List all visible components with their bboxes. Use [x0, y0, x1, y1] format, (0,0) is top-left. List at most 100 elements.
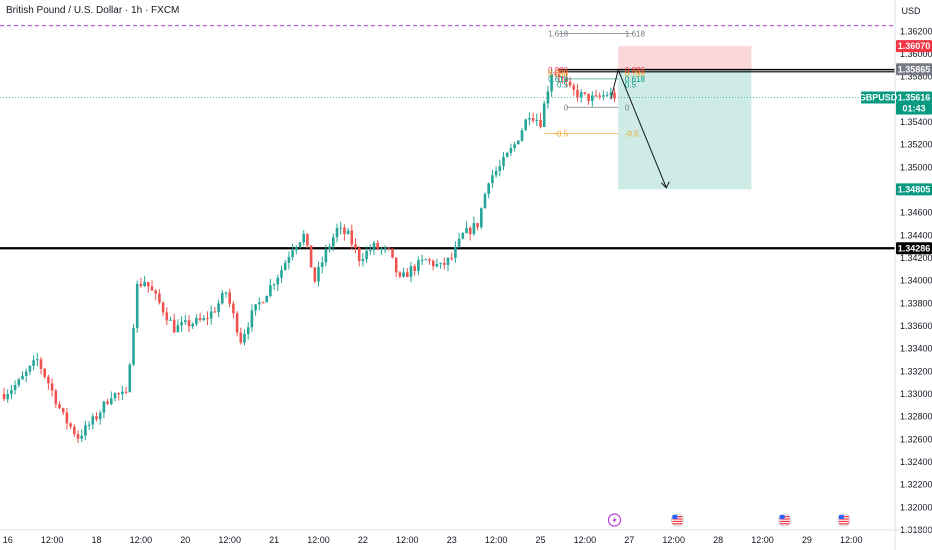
candle-body	[54, 390, 58, 405]
candle-body	[217, 303, 220, 313]
candle-body	[169, 319, 172, 321]
fib-label-left: 0.5	[557, 81, 569, 90]
candle-body	[391, 248, 394, 258]
price-axis[interactable]: 1.362001.360001.358001.356001.354001.352…	[859, 0, 932, 550]
candle-body	[176, 325, 180, 333]
time-axis[interactable]: 16 12:00 18 12:00 20 12:00 21 12:00 22 12:00 23 12:…	[0, 529, 932, 545]
candle-body	[557, 74, 561, 77]
candle-body	[502, 156, 505, 167]
candle-body	[476, 223, 479, 228]
position-zones[interactable]	[618, 46, 752, 190]
candle-body	[317, 266, 320, 282]
candle-body	[39, 359, 43, 369]
flag-stripe	[838, 523, 849, 525]
candle-body	[87, 424, 91, 426]
price-tick-label: 1.32600	[900, 434, 932, 444]
flag-canton	[672, 515, 678, 519]
candle-body	[394, 257, 398, 273]
candle-body	[498, 166, 502, 172]
price-tag[interactable]	[896, 91, 932, 104]
time-tick-label: 12:00	[307, 535, 330, 545]
price-tick-label: 1.35800	[900, 72, 932, 82]
price-tick-label: 1.32000	[900, 502, 932, 512]
price-tick-label: 1.34600	[900, 208, 932, 218]
candle-body	[17, 379, 21, 386]
candle-body	[579, 92, 583, 98]
candle-body	[491, 175, 494, 184]
candle-body	[91, 416, 95, 425]
candle-body	[65, 412, 69, 424]
price-tick-label: 1.33800	[900, 298, 932, 308]
price-tag[interactable]	[896, 63, 932, 76]
time-tick-label: 25	[535, 535, 545, 545]
event-markers[interactable]	[607, 513, 851, 527]
candle-body	[80, 435, 83, 439]
candle-body	[250, 310, 254, 328]
candle-body	[487, 183, 490, 194]
candle-body	[439, 262, 442, 265]
countdown-tag	[896, 103, 932, 115]
time-tick-label: 16	[3, 535, 13, 545]
candle-body	[343, 227, 346, 235]
candle-body	[36, 359, 39, 361]
lightning-glyph	[612, 516, 617, 524]
candle-body	[517, 140, 520, 145]
candle-body	[165, 312, 169, 321]
horizontal-lines[interactable]	[0, 25, 895, 250]
price-tick-label: 1.33600	[900, 321, 932, 331]
candle-body	[32, 360, 35, 366]
time-tick-label: 21	[269, 535, 279, 545]
price-tag[interactable]	[896, 242, 932, 255]
candle-body	[609, 92, 613, 95]
candle-body	[243, 333, 246, 343]
forecast-line[interactable]	[610, 68, 667, 188]
price-tag-label: 1.36070	[898, 41, 931, 51]
price-tick-label: 1.36000	[900, 49, 932, 59]
candle-body	[431, 260, 435, 267]
candle-body	[357, 248, 361, 261]
candle-body	[276, 277, 280, 285]
fib-label-right: 0.786	[625, 69, 646, 78]
candle-body	[28, 365, 32, 372]
candle-body	[158, 293, 161, 303]
candle-body	[335, 227, 339, 238]
candle-body	[361, 259, 365, 261]
candle-body	[187, 320, 191, 327]
candle-body	[43, 368, 46, 377]
candle-body	[583, 92, 587, 94]
fib-label-left: 0.786	[548, 69, 569, 78]
candle-body	[295, 246, 298, 251]
candle-body	[443, 262, 446, 265]
candle-body	[202, 318, 206, 320]
candle-body	[180, 322, 183, 326]
time-tick-label: 12:00	[396, 535, 419, 545]
fib-label-right: 0.5	[625, 81, 637, 90]
candle-body	[235, 313, 239, 333]
price-tick-label: 1.33000	[900, 389, 932, 399]
candle-body	[195, 318, 198, 324]
price-tick-label: 1.35000	[900, 162, 932, 172]
stop-loss-zone[interactable]	[618, 46, 752, 70]
candle-body	[147, 281, 150, 287]
candle-body	[172, 319, 176, 333]
fib-label-right: 0.886	[625, 66, 646, 75]
fib-retracement[interactable]: 1.6180.8860.7860.6180.50-0.51.6180.8860.…	[544, 30, 645, 139]
candle-body	[254, 304, 257, 311]
price-tag[interactable]	[896, 183, 932, 196]
candle-body	[258, 302, 261, 305]
currency-label[interactable]: USD	[901, 6, 921, 16]
candle-body	[95, 416, 98, 420]
candle-body	[13, 385, 17, 391]
take-profit-zone[interactable]	[618, 69, 752, 190]
flag-canton	[779, 515, 785, 519]
candle-body	[320, 262, 324, 267]
candle-body	[84, 425, 87, 436]
symbol-tag[interactable]	[861, 91, 895, 104]
candle-body	[302, 233, 305, 243]
price-tick-label: 1.35400	[900, 117, 932, 127]
forecast-path[interactable]	[610, 68, 670, 189]
price-tag[interactable]	[896, 40, 932, 53]
candle-body	[528, 118, 531, 120]
candle-body	[265, 295, 268, 303]
